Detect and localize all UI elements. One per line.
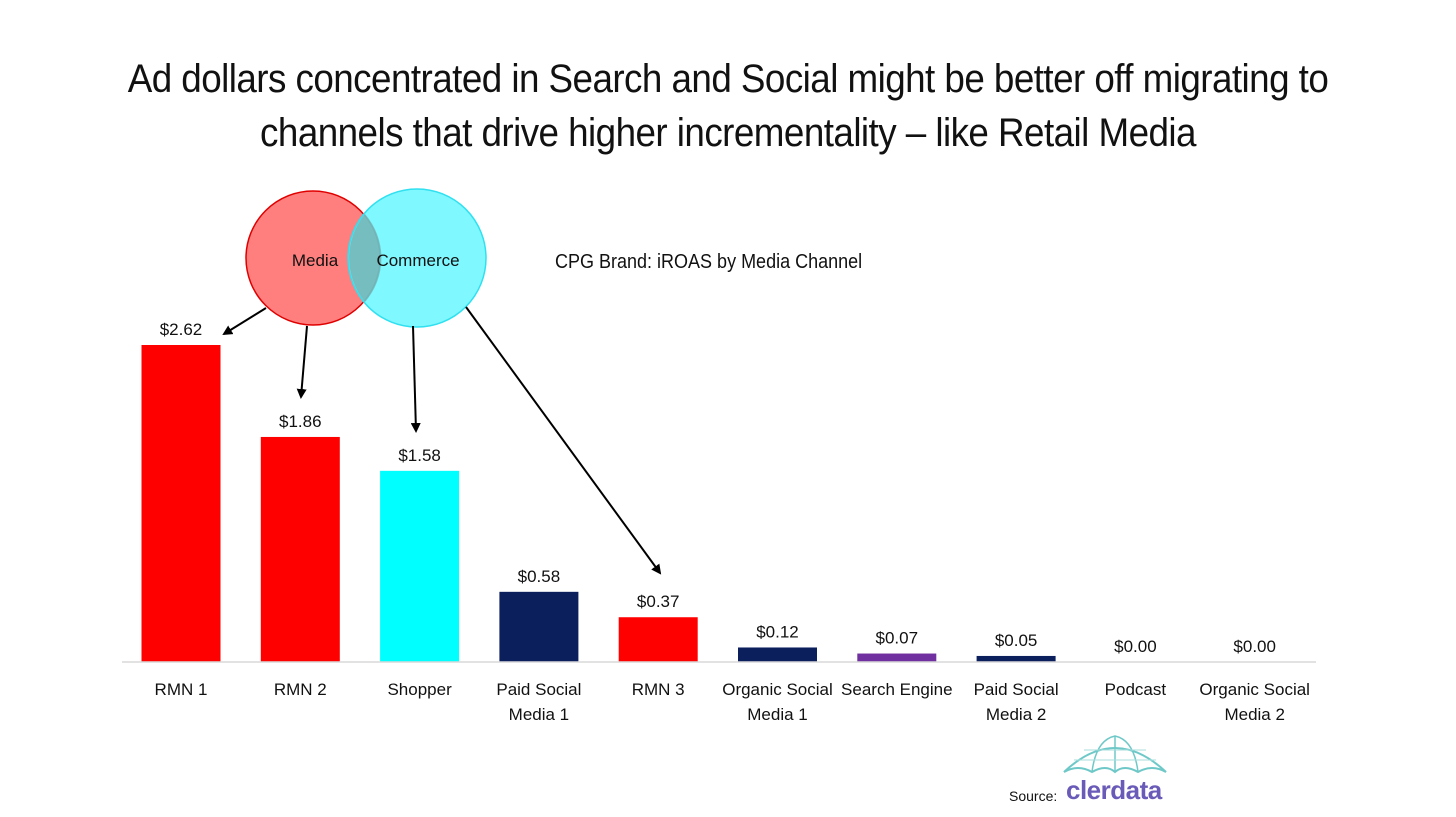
x-tick-label: Search Engine: [841, 680, 953, 699]
data-label: $0.12: [756, 622, 799, 641]
bar-series: $2.62 RMN 1 $1.86 RMN 2 $1.58 Shopper $0.58 Pai…: [141, 320, 1310, 724]
x-tick-label: Podcast: [1105, 680, 1167, 699]
data-label: $0.00: [1233, 637, 1276, 656]
headline-line-1: Ad dollars concentrated in Search and So…: [127, 57, 1329, 101]
arrow-to-rmn1: [222, 307, 267, 336]
arrow-to-shopper: [410, 325, 421, 433]
source-label: Source:: [1009, 788, 1058, 804]
x-tick-label: Paid Social: [496, 680, 581, 699]
venn-arrows: [222, 306, 662, 575]
bar: [260, 436, 340, 662]
headline-line-2: channels that drive higher incrementalit…: [260, 111, 1196, 155]
bar: [976, 655, 1056, 662]
bar: [141, 345, 221, 662]
x-tick-label: Media 2: [986, 705, 1046, 724]
data-label: $0.58: [518, 567, 561, 586]
venn-media-label: Media: [292, 251, 339, 270]
clerdata-logo-text: clerdata: [1066, 775, 1162, 805]
data-label: $0.00: [1114, 637, 1157, 656]
bar: [738, 647, 817, 662]
chart-headline: Ad dollars concentrated in Search and So…: [58, 52, 1398, 160]
x-tick-label: Media 2: [1224, 705, 1284, 724]
x-tick-label: Shopper: [387, 680, 452, 699]
data-label: $0.07: [876, 629, 919, 648]
umbrella-logo-icon: [1063, 735, 1167, 774]
x-tick-label: Media 1: [747, 705, 807, 724]
commerce-circle: [347, 188, 487, 328]
data-label: $0.37: [637, 592, 680, 611]
x-tick-label: Paid Social: [974, 680, 1059, 699]
bar: [380, 470, 460, 662]
bar: [618, 617, 698, 662]
x-tick-label: RMN 3: [632, 680, 685, 699]
arrow-to-rmn2: [296, 325, 308, 399]
x-tick-label: Media 1: [509, 705, 569, 724]
bar: [499, 591, 579, 662]
data-label: $2.62: [160, 320, 203, 339]
data-label: $1.86: [279, 412, 322, 431]
data-label: $0.05: [995, 631, 1038, 650]
arrow-to-rmn3: [465, 306, 662, 575]
venn-commerce-label: Commerce: [376, 251, 459, 270]
data-label: $1.58: [398, 446, 441, 465]
x-tick-label: Organic Social: [1199, 680, 1310, 699]
x-tick-label: RMN 2: [274, 680, 327, 699]
venn-overlap: [349, 214, 382, 302]
x-tick-label: RMN 1: [155, 680, 208, 699]
bar: [857, 653, 937, 662]
x-tick-label: Organic Social: [722, 680, 833, 699]
venn-diagram: Media Commerce: [245, 188, 487, 328]
chart-title: CPG Brand: iROAS by Media Channel: [555, 251, 863, 273]
